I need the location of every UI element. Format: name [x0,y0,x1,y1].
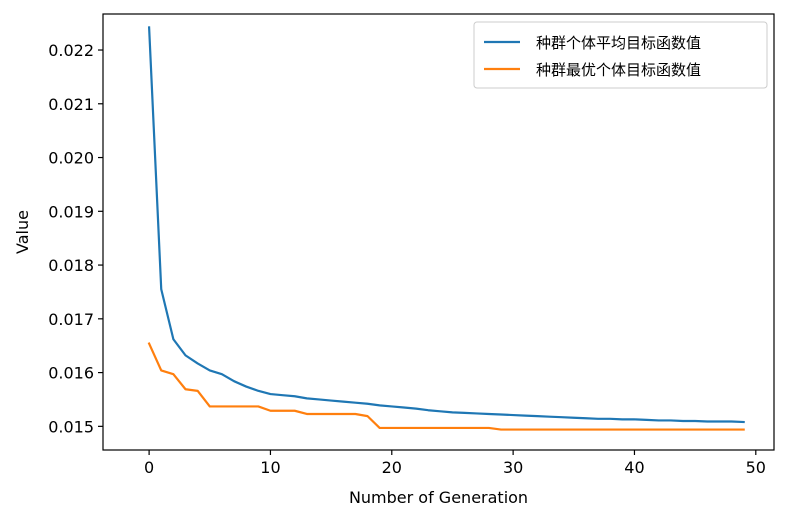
x-tick-label: 10 [260,458,280,477]
legend-box [473,21,768,89]
y-tick-label: 0.015 [48,417,94,436]
legend-label-2: 种群最优个体目标函数值 [536,61,701,79]
legend-label-1: 种群个体平均目标函数值 [536,34,701,52]
x-tick-label: 40 [624,458,644,477]
series-line-1 [147,26,745,424]
y-tick-label: 0.020 [48,149,94,168]
y-tick-label: 0.016 [48,364,94,383]
y-axis-label: Value [13,210,32,254]
x-axis-label: Number of Generation [349,488,528,507]
x-tick-label: 0 [144,458,154,477]
y-tick-label: 0.018 [48,256,94,275]
y-tick-label: 0.017 [48,310,94,329]
plot-frame [102,13,775,451]
x-tick-label: 20 [382,458,402,477]
series-line-2 [147,342,745,431]
series-layer [147,26,745,431]
x-tick-label: 30 [503,458,523,477]
y-tick-label: 0.021 [48,95,94,114]
y-tick-label: 0.019 [48,202,94,221]
y-tick-label: 0.022 [48,41,94,60]
axes-layer: 0 10 20 30 40 50 0.015 0.016 0.017 0.018 0.019 0.02… [48,13,775,477]
x-tick-label: 50 [746,458,766,477]
